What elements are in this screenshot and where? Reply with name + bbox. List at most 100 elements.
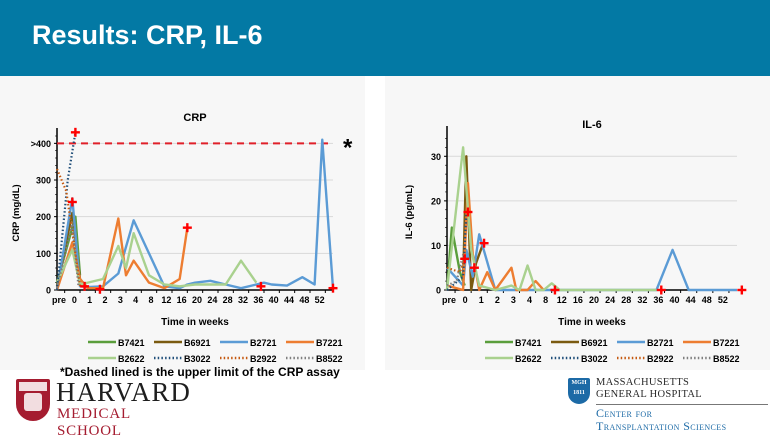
legend-label: B2922 [250,354,277,364]
x-tick-label: 44 [284,295,294,305]
x-tick-label: 20 [192,295,202,305]
x-tick-label: 16 [177,295,187,305]
y-tick-label: 300 [36,176,51,186]
x-tick-label: 28 [223,295,233,305]
legend-item-b6921: B6921 [551,338,608,348]
series-line-b7221 [55,217,189,291]
x-tick-label: 3 [118,295,123,305]
event-marker [460,254,470,264]
legend-item-b2922: B2922 [220,354,277,364]
harvard-medical-school-logo: HARVARD MEDICAL SCHOOL [14,377,190,439]
legend-label: B3022 [184,354,211,364]
series-line-b6921 [461,155,484,292]
x-tick-label: 1 [479,295,484,305]
legend-label: B2622 [118,354,145,364]
x-axis-label: Time in weeks [558,317,626,328]
legend-label: B2622 [515,354,542,364]
event-marker [182,223,192,233]
series-line-b8522 [55,222,80,289]
y-axis-label: IL-6 (pg/mL) [404,185,415,239]
legend-label: B2922 [647,354,674,364]
legend-label: B3022 [581,354,608,364]
legend-item-b7221: B7221 [286,338,343,348]
y-tick-label: 0 [436,286,441,296]
x-tick-label: 1 [87,295,92,305]
event-marker [550,285,560,295]
x-tick-label: 4 [133,295,138,305]
chart-title: CRP [183,112,206,124]
legend-item-b3022: B3022 [551,354,608,364]
y-tick-label: 20 [431,196,441,206]
legend-label: B2721 [647,338,674,348]
event-marker [656,285,666,295]
asterisk-annotation: * [343,134,353,161]
y-tick-label: 200 [36,212,51,222]
y-tick-label: 100 [36,249,51,259]
mgh-divider [596,404,768,405]
center-name-line2: Transplantation Sciences [596,419,727,433]
series-line-b2922 [446,262,465,274]
y-tick-label: 0 [46,286,51,296]
page-title: Results: CRP, IL-6 [32,20,263,50]
harvard-shield-icon [16,379,50,421]
event-marker [463,207,473,217]
event-marker [469,263,479,273]
legend-label: B7221 [316,338,343,348]
x-tick-label: 52 [718,295,728,305]
crp-chart-panel: CRP 0 100 200 300 >400 pre 0 1 2 3 4 8 12 16 20 24 28 32 36… [0,76,365,370]
legend-item-b2922: B2922 [617,354,674,364]
x-tick-label: 8 [543,295,548,305]
legend-label: B8522 [316,354,343,364]
legend-label: B6921 [184,338,211,348]
legend-item-b2721: B2721 [220,338,277,348]
legend-item-b2721: B2721 [617,338,674,348]
x-tick-label: 36 [253,295,263,305]
x-tick-label: 28 [621,295,631,305]
legend-item-b3022: B3022 [154,354,211,364]
event-marker [95,284,105,294]
x-tick-label: 24 [605,295,615,305]
legend-label: B8522 [713,354,740,364]
y-tick-label: >400 [31,139,51,149]
event-marker [256,281,266,291]
x-tick-label: 2 [102,295,107,305]
x-tick-label: 48 [299,295,309,305]
center-name-line1: Center for [596,406,653,420]
mgh-shield-text: MGH [571,380,587,386]
crp-footnote: *Dashed lined is the upper limit of the … [60,365,340,379]
x-tick-label: 44 [686,295,696,305]
event-marker [479,238,489,248]
series-line-b2622 [55,231,258,288]
mgh-logo: MGH 1811 MASSACHUSETTS GENERAL HOSPITAL C… [565,375,770,433]
x-tick-label: 48 [702,295,712,305]
chart-title: IL-6 [582,119,602,131]
y-tick-label: 10 [431,241,441,251]
mgh-name-line2: GENERAL HOSPITAL [596,389,702,400]
legend-item-b7221: B7221 [683,338,740,348]
legend-label: B6921 [581,338,608,348]
harvard-wordmark: HARVARD [56,377,191,407]
legend-label: B2721 [250,338,277,348]
x-tick-label: 36 [653,295,663,305]
mgh-shield-year: 1811 [573,390,585,396]
x-tick-label: 32 [637,295,647,305]
legend-item-b7421: B7421 [485,338,542,348]
legend-item-b8522: B8522 [683,354,740,364]
x-tick-label: 20 [589,295,599,305]
x-tick-label: pre [442,295,456,305]
legend-label: B7221 [713,338,740,348]
x-tick-label: pre [52,295,66,305]
legend-item-b8522: B8522 [286,354,343,364]
medical-school-wordmark: MEDICAL SCHOOL [57,406,131,439]
x-tick-label: 12 [161,295,171,305]
event-marker [67,197,77,207]
legend-item-b2622: B2622 [485,354,542,364]
il6-chart-panel: IL-6 0 10 20 30 pre 0 1 2 3 4 8 12 16 20 24 28 32 36 40 44 48… [385,76,770,370]
x-tick-label: 0 [72,295,77,305]
x-tick-label: 8 [148,295,153,305]
legend-item-b7421: B7421 [88,338,145,348]
legend-label: B7421 [515,338,542,348]
mgh-name-line1: MASSACHUSETTS [596,377,690,388]
y-tick-label: 30 [431,152,441,162]
event-marker [737,285,747,295]
